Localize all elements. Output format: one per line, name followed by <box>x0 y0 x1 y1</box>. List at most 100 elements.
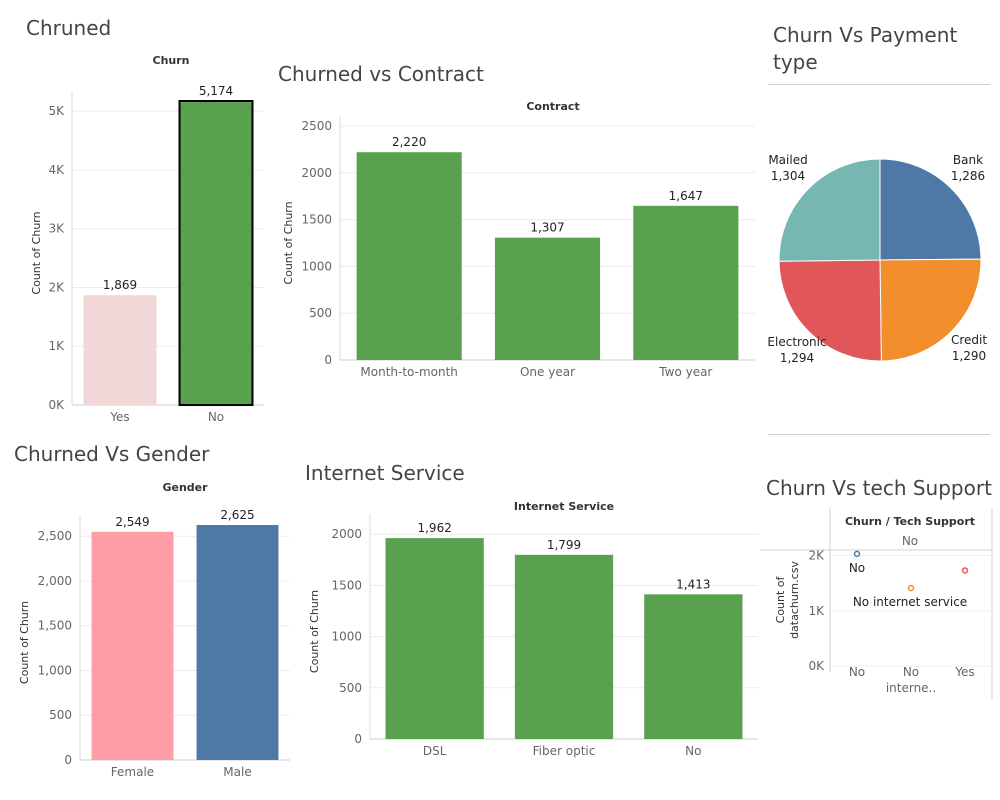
tech-subheader: No <box>902 534 918 548</box>
contract-bar-one-year <box>494 237 601 360</box>
contract-ytick-label: 0 <box>324 353 332 367</box>
payment-title: Churn Vs Payment type <box>773 22 957 76</box>
contract-bar-month-to-month <box>356 152 462 360</box>
tech-y-axis-label-2: datachurn.csv <box>788 561 801 639</box>
pie-slice-bank <box>879 158 982 261</box>
gender-header: Gender <box>162 481 208 494</box>
payment-title-line1: Churn Vs Payment <box>773 23 958 47</box>
tech-ytick-label: 2K <box>808 549 825 563</box>
churn-bar-chart[interactable]: Churn 0K 1K 2K 3K 4K 5K Count of Churn 1,869 Yes 5… <box>0 40 275 440</box>
contract-bar-two-year <box>633 205 739 360</box>
internet-data-label: 1,799 <box>547 538 581 552</box>
gender-data-label: 2,549 <box>115 515 149 529</box>
contract-data-label: 2,220 <box>392 135 426 149</box>
tech-column-label: interne.. <box>886 681 936 695</box>
pie-label-bank: Bank <box>953 153 983 167</box>
pie-value-bank: 1,286 <box>951 169 985 183</box>
gender-ytick-label: 2,000 <box>38 574 72 588</box>
gender-bar-male <box>196 525 279 760</box>
pie-value-credit: 1,290 <box>952 349 986 363</box>
tech-ytick-label: 0K <box>808 659 825 673</box>
internet-ytick-label: 2000 <box>331 527 362 541</box>
gender-bar-female <box>91 531 174 760</box>
churn-header: Churn <box>153 54 190 67</box>
gender-bar-chart[interactable]: Gender 0 500 1,000 1,500 2,000 2,500 Count of C… <box>0 470 300 790</box>
gender-x-tick-label: Male <box>223 765 251 779</box>
gender-title: Churned Vs Gender <box>14 442 210 466</box>
payment-bottom-divider <box>768 434 990 435</box>
churn-bar-yes <box>83 295 157 405</box>
internet-ytick-label: 0 <box>354 732 362 746</box>
tech-point-no-interne- <box>907 584 915 592</box>
tech-column-label: Yes <box>954 665 974 679</box>
internet-bar-no <box>644 594 743 739</box>
tech-title: Churn Vs tech Support <box>766 476 992 500</box>
internet-x-tick-label: No <box>685 744 701 758</box>
contract-x-tick-label: Two year <box>658 365 712 379</box>
internet-data-label: 1,413 <box>676 577 710 591</box>
contract-ytick-label: 1000 <box>301 259 332 273</box>
churn-x-tick-label: Yes <box>109 410 129 424</box>
internet-y-axis-label: Count of Churn <box>308 590 321 673</box>
churn-ytick-label: 2K <box>48 280 65 294</box>
internet-x-tick-label: DSL <box>423 744 447 758</box>
churn-ytick-label: 1K <box>48 339 65 353</box>
tech-point-label-no-internet: No internet service <box>853 595 967 609</box>
gender-ytick-label: 1,000 <box>38 663 72 677</box>
internet-ytick-label: 1500 <box>331 578 362 592</box>
internet-bar-fiber-optic <box>514 554 614 739</box>
pie-label-mailed: Mailed <box>768 153 807 167</box>
pie-label-electronic: Electronic <box>767 335 826 349</box>
churn-data-label: 1,869 <box>103 278 137 292</box>
internet-ytick-label: 500 <box>339 681 362 695</box>
tech-ytick-label: 1K <box>808 604 825 618</box>
contract-ytick-label: 2000 <box>301 166 332 180</box>
tech-header: Churn / Tech Support <box>845 515 975 528</box>
churn-ytick-label: 5K <box>48 104 65 118</box>
churn-data-label: 5,174 <box>199 84 233 98</box>
internet-bar-dsl <box>385 538 484 739</box>
contract-bar-chart[interactable]: Contract 0 500 1000 1500 2000 2500 Count of Chu… <box>270 90 760 390</box>
gender-ytick-label: 500 <box>49 708 72 722</box>
contract-ytick-label: 500 <box>309 306 332 320</box>
churn-y-axis-label: Count of Churn <box>30 211 43 294</box>
churn-x-tick-label: No <box>208 410 224 424</box>
contract-ytick-label: 2500 <box>301 119 332 133</box>
churn-ytick-label: 3K <box>48 222 65 236</box>
churn-ytick-label: 0K <box>48 398 65 412</box>
contract-data-label: 1,647 <box>669 189 703 203</box>
internet-x-tick-label: Fiber optic <box>533 744 596 758</box>
churn-bar-no <box>178 100 254 406</box>
contract-x-tick-label: One year <box>520 365 575 379</box>
pie-slice-mailed <box>778 158 881 262</box>
internet-data-label: 1,962 <box>417 521 451 535</box>
gender-ytick-label: 2,500 <box>38 529 72 543</box>
tech-column-label: No <box>903 665 919 679</box>
pie-label-credit: Credit <box>951 333 987 347</box>
internet-bar-chart[interactable]: Internet Service 0 500 1000 1500 2000 Count of… <box>300 490 760 770</box>
gender-y-axis-label: Count of Churn <box>18 601 31 684</box>
gender-data-label: 2,625 <box>220 508 254 522</box>
tech-support-scatter[interactable]: Churn / Tech Support No 0K 1K 2K Count of data… <box>760 500 1000 710</box>
pie-slice-electronic <box>778 259 882 362</box>
gender-ytick-label: 1,500 <box>38 619 72 633</box>
contract-x-tick-label: Month-to-month <box>360 365 458 379</box>
payment-title-divider <box>768 84 990 85</box>
pie-value-electronic: 1,294 <box>780 351 814 365</box>
tech-column-label: No <box>849 665 865 679</box>
gender-x-tick-label: Female <box>111 765 154 779</box>
payment-pie-chart[interactable]: Bank 1,286 Credit 1,290 Electronic 1,294 Maile… <box>760 140 1000 380</box>
contract-data-label: 1,307 <box>530 221 564 235</box>
pie-slice-credit <box>879 258 982 362</box>
pie-value-mailed: 1,304 <box>771 169 805 183</box>
contract-y-axis-label: Count of Churn <box>282 201 295 284</box>
payment-title-line2: type <box>773 50 818 74</box>
internet-header: Internet Service <box>514 500 614 513</box>
tech-point-label-no: No <box>849 561 865 575</box>
tech-point-yes <box>961 567 969 574</box>
tech-point-no <box>853 550 861 558</box>
internet-title: Internet Service <box>305 461 465 485</box>
contract-title: Churned vs Contract <box>278 62 484 86</box>
contract-ytick-label: 1500 <box>301 213 332 227</box>
gender-ytick-label: 0 <box>64 753 72 767</box>
